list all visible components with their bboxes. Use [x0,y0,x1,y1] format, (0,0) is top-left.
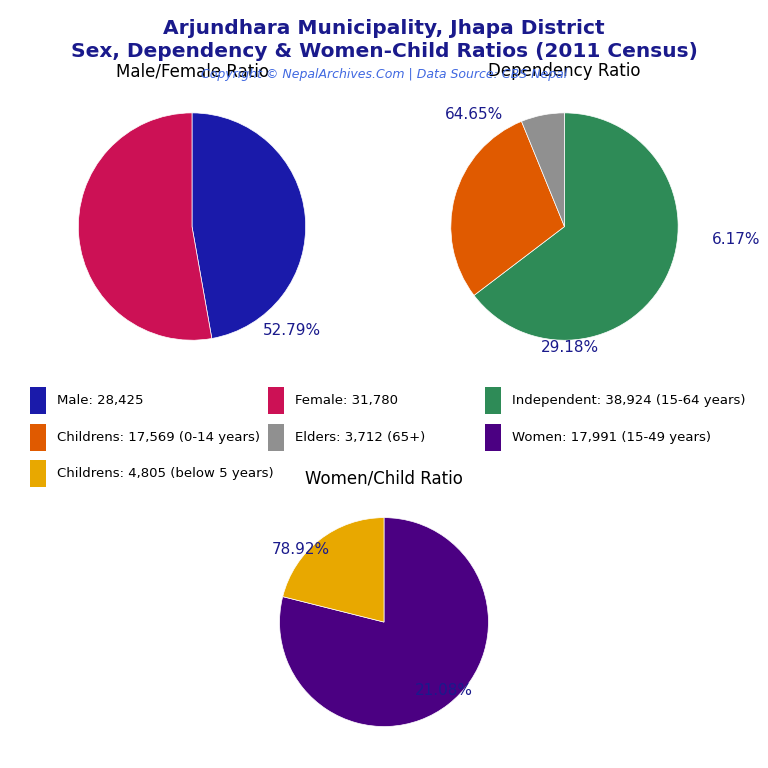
Title: Women/Child Ratio: Women/Child Ratio [305,469,463,487]
Text: 64.65%: 64.65% [445,107,503,121]
Wedge shape [521,113,564,227]
Wedge shape [78,113,212,340]
Text: 29.18%: 29.18% [541,339,599,355]
Bar [30,424,46,451]
Title: Dependency Ratio: Dependency Ratio [488,62,641,80]
Text: Copyright © NepalArchives.Com | Data Source: CBS Nepal: Copyright © NepalArchives.Com | Data Sou… [201,68,567,81]
Wedge shape [283,518,384,622]
Text: Sex, Dependency & Women-Child Ratios (2011 Census): Sex, Dependency & Women-Child Ratios (20… [71,42,697,61]
Text: 21.08%: 21.08% [415,684,473,698]
Text: Women: 17,991 (15-49 years): Women: 17,991 (15-49 years) [511,431,710,444]
Text: Male: 28,425: Male: 28,425 [57,394,144,407]
Title: Male/Female Ratio: Male/Female Ratio [115,62,269,80]
Bar [269,387,284,414]
Wedge shape [280,518,488,727]
Text: Arjundhara Municipality, Jhapa District: Arjundhara Municipality, Jhapa District [163,19,605,38]
Bar [30,460,46,487]
Bar [30,387,46,414]
Text: Childrens: 17,569 (0-14 years): Childrens: 17,569 (0-14 years) [57,431,260,444]
Text: 6.17%: 6.17% [712,232,761,247]
Wedge shape [192,113,306,339]
Wedge shape [474,113,678,340]
Wedge shape [451,121,564,296]
Text: 52.79%: 52.79% [263,323,320,338]
Text: Childrens: 4,805 (below 5 years): Childrens: 4,805 (below 5 years) [57,467,273,480]
Text: Independent: 38,924 (15-64 years): Independent: 38,924 (15-64 years) [511,394,745,407]
Bar [485,424,501,451]
Text: 78.92%: 78.92% [271,542,329,558]
Text: Elders: 3,712 (65+): Elders: 3,712 (65+) [295,431,425,444]
Bar [269,424,284,451]
Bar [485,387,501,414]
Text: Female: 31,780: Female: 31,780 [295,394,398,407]
